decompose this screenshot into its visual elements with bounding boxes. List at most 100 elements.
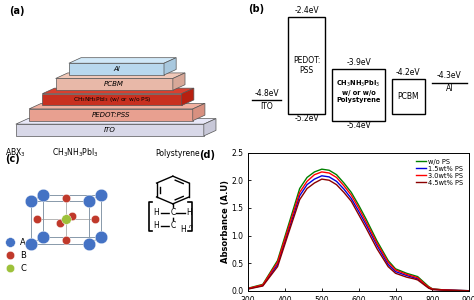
4.5wt% PS xyxy=(286,231,292,235)
Polygon shape xyxy=(55,79,173,90)
3.0wt% PS xyxy=(385,260,391,264)
4.5wt% PS xyxy=(466,289,472,292)
3.0wt% PS xyxy=(456,289,461,292)
3.0wt% PS xyxy=(429,287,435,291)
1.5wt% PS xyxy=(275,262,281,266)
1.5wt% PS xyxy=(356,209,362,213)
3.0wt% PS xyxy=(311,173,317,176)
1.5wt% PS xyxy=(245,287,251,291)
4.5wt% PS xyxy=(385,265,391,268)
Text: (b): (b) xyxy=(248,4,264,14)
Text: H: H xyxy=(187,208,192,217)
3.0wt% PS xyxy=(363,220,369,224)
Polygon shape xyxy=(69,63,164,75)
1.5wt% PS xyxy=(422,283,428,287)
Polygon shape xyxy=(42,94,182,106)
w/o PS xyxy=(392,267,398,271)
1.5wt% PS xyxy=(304,183,310,187)
3.0wt% PS xyxy=(245,287,251,290)
Text: -5.2eV: -5.2eV xyxy=(294,114,319,123)
1.5wt% PS xyxy=(374,244,380,247)
w/o PS xyxy=(426,285,431,288)
Text: ITO: ITO xyxy=(261,102,273,111)
Text: -4.2eV: -4.2eV xyxy=(396,68,421,77)
Text: C: C xyxy=(170,221,175,230)
Text: -4.3eV: -4.3eV xyxy=(437,71,462,80)
4.5wt% PS xyxy=(419,281,424,284)
1.5wt% PS xyxy=(319,174,325,178)
Text: B: B xyxy=(20,251,26,260)
Bar xyxy=(332,69,385,121)
Polygon shape xyxy=(204,118,216,136)
Text: CH$_3$NH$_3$PbI$_3$ (w/ or w/o PS): CH$_3$NH$_3$PbI$_3$ (w/ or w/o PS) xyxy=(73,95,151,104)
w/o PS xyxy=(319,167,325,171)
3.0wt% PS xyxy=(297,190,302,194)
1.5wt% PS xyxy=(392,270,398,273)
4.5wt% PS xyxy=(245,287,251,291)
w/o PS xyxy=(419,278,424,282)
1.5wt% PS xyxy=(441,288,447,292)
Polygon shape xyxy=(69,58,176,63)
4.5wt% PS xyxy=(363,226,369,230)
1.5wt% PS xyxy=(411,276,417,280)
w/o PS xyxy=(385,259,391,262)
w/o PS xyxy=(363,217,369,221)
Text: Al: Al xyxy=(446,84,453,93)
w/o PS xyxy=(304,176,310,179)
4.5wt% PS xyxy=(341,190,347,194)
3.0wt% PS xyxy=(441,288,447,292)
Text: H: H xyxy=(180,225,186,234)
Text: (c): (c) xyxy=(5,154,19,164)
3.0wt% PS xyxy=(260,283,265,287)
3.0wt% PS xyxy=(392,268,398,272)
Polygon shape xyxy=(16,124,204,136)
Polygon shape xyxy=(29,103,205,109)
Text: -2.4eV: -2.4eV xyxy=(294,6,319,15)
Text: Polystyrene: Polystyrene xyxy=(155,149,200,158)
Text: (d): (d) xyxy=(200,150,215,160)
w/o PS xyxy=(411,274,417,277)
4.5wt% PS xyxy=(304,187,310,190)
Line: 3.0wt% PS: 3.0wt% PS xyxy=(248,172,469,291)
1.5wt% PS xyxy=(341,187,347,191)
3.0wt% PS xyxy=(348,194,354,197)
1.5wt% PS xyxy=(385,262,391,266)
4.5wt% PS xyxy=(334,183,339,187)
w/o PS xyxy=(415,275,420,278)
w/o PS xyxy=(356,203,362,207)
Text: PCBM: PCBM xyxy=(104,81,124,87)
Polygon shape xyxy=(16,118,216,124)
w/o PS xyxy=(441,288,447,292)
4.5wt% PS xyxy=(311,181,317,185)
w/o PS xyxy=(466,289,472,292)
1.5wt% PS xyxy=(363,223,369,226)
1.5wt% PS xyxy=(456,289,461,292)
4.5wt% PS xyxy=(456,289,461,292)
Text: PEDOT:
PSS: PEDOT: PSS xyxy=(293,56,320,75)
4.5wt% PS xyxy=(348,200,354,203)
w/o PS xyxy=(429,287,435,291)
4.5wt% PS xyxy=(297,198,302,201)
1.5wt% PS xyxy=(326,175,332,179)
1.5wt% PS xyxy=(415,277,420,281)
3.0wt% PS xyxy=(404,273,410,276)
4.5wt% PS xyxy=(441,288,447,292)
w/o PS xyxy=(404,272,410,275)
Bar xyxy=(392,79,425,114)
3.0wt% PS xyxy=(411,275,417,278)
w/o PS xyxy=(422,281,428,285)
w/o PS xyxy=(348,190,354,194)
4.5wt% PS xyxy=(422,284,428,287)
Text: C: C xyxy=(170,208,175,217)
Polygon shape xyxy=(42,88,194,94)
3.0wt% PS xyxy=(304,179,310,183)
3.0wt% PS xyxy=(319,170,325,174)
1.5wt% PS xyxy=(419,280,424,284)
3.0wt% PS xyxy=(422,283,428,286)
3.0wt% PS xyxy=(341,184,347,188)
Text: CH$_3$NH$_3$PbI$_3$
w/ or w/o
Polystyrene: CH$_3$NH$_3$PbI$_3$ w/ or w/o Polystyren… xyxy=(337,79,381,104)
1.5wt% PS xyxy=(286,228,292,232)
4.5wt% PS xyxy=(356,213,362,216)
Polygon shape xyxy=(182,88,194,106)
Text: -5.4eV: -5.4eV xyxy=(346,121,371,130)
